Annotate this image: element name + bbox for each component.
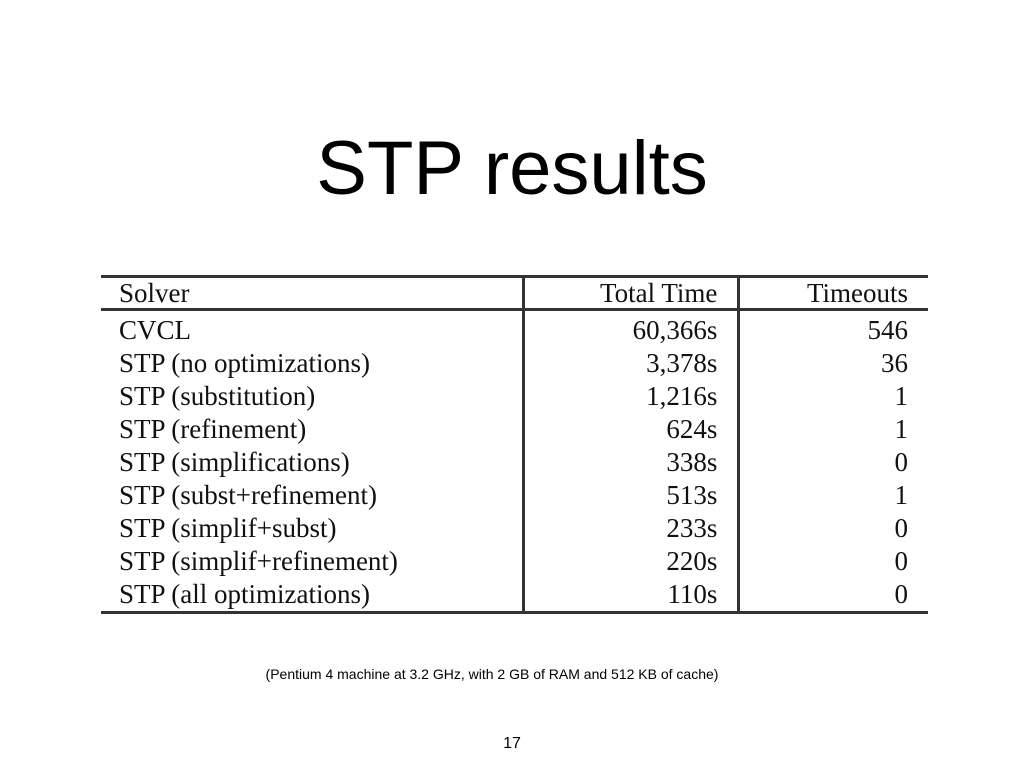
cell-solver: CVCL — [119, 315, 192, 345]
table-header: Solver Total Time Timeouts — [101, 276, 928, 311]
table-row: STP (substitution) 1,216s 1 — [101, 380, 928, 413]
cell-timeouts: 546 — [737, 309, 928, 347]
header-solver: Solver — [101, 276, 524, 311]
table-row: STP (refinement) 624s 1 — [101, 413, 928, 446]
cell-total-time: 338s — [521, 446, 739, 479]
table-row: STP (subst+refinement) 513s 1 — [101, 479, 928, 512]
table-header-row: Solver Total Time Timeouts — [101, 276, 928, 311]
cell-timeouts: 1 — [737, 380, 928, 413]
table-row: STP (all optimizations) 110s 0 — [101, 578, 928, 613]
table-row: STP (no optimizations) 3,378s 36 — [101, 347, 928, 380]
header-total-time: Total Time — [521, 276, 739, 311]
cell-timeouts: 36 — [737, 347, 928, 380]
table-body: CVCL 60,366s 546 STP (no optimizations) … — [101, 309, 928, 613]
footnote: (Pentium 4 machine at 3.2 GHz, with 2 GB… — [265, 666, 719, 682]
cell-total-time: 624s — [521, 413, 739, 446]
cell-solver: STP (simplif+subst) — [119, 513, 337, 543]
table-row: STP (simplif+subst) 233s 0 — [101, 512, 928, 545]
cell-solver: STP (refinement) — [119, 414, 307, 444]
cell-solver: STP (substitution) — [119, 381, 316, 411]
table-row: STP (simplif+refinement) 220s 0 — [101, 545, 928, 578]
cell-timeouts: 0 — [737, 512, 928, 545]
table-row: STP (simplifications) 338s 0 — [101, 446, 928, 479]
cell-timeouts: 1 — [737, 413, 928, 446]
cell-timeouts: 0 — [737, 545, 928, 578]
header-timeouts: Timeouts — [737, 276, 928, 311]
cell-total-time: 220s — [521, 545, 739, 578]
cell-timeouts: 0 — [737, 578, 928, 613]
cell-solver: STP (all optimizations) — [119, 579, 370, 609]
cell-total-time: 1,216s — [521, 380, 739, 413]
cell-total-time: 3,378s — [521, 347, 739, 380]
cell-timeouts: 0 — [737, 446, 928, 479]
slide-title: STP results — [316, 125, 708, 211]
cell-total-time: 110s — [521, 578, 739, 613]
page-number: 17 — [503, 735, 521, 752]
cell-total-time: 60,366s — [521, 309, 739, 347]
cell-timeouts: 1 — [737, 479, 928, 512]
cell-solver: STP (no optimizations) — [119, 348, 370, 378]
cell-solver: STP (simplifications) — [119, 447, 350, 477]
results-table: Solver Total Time Timeouts CVCL 60,366s … — [101, 275, 928, 614]
cell-total-time: 513s — [521, 479, 739, 512]
cell-solver: STP (simplif+refinement) — [119, 546, 398, 576]
cell-solver: STP (subst+refinement) — [119, 480, 377, 510]
table-row: CVCL 60,366s 546 — [101, 309, 928, 347]
cell-total-time: 233s — [521, 512, 739, 545]
